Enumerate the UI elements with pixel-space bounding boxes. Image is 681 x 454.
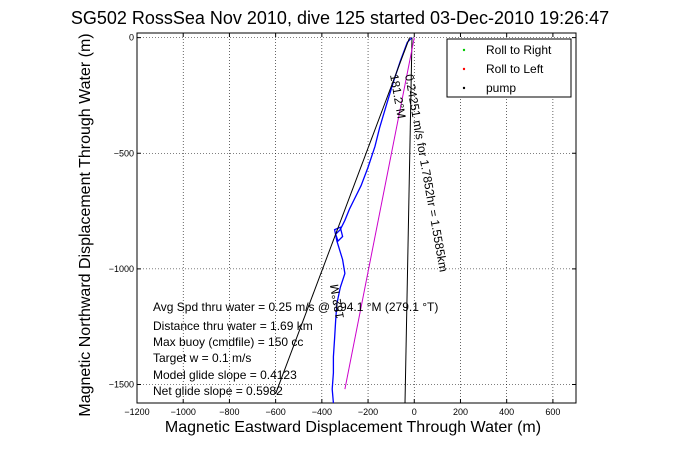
annotation-model-glide: Model glide slope = 0.4123 [153, 368, 297, 382]
x-tick-label: 400 [499, 407, 514, 417]
y-ticks: 0 −500 −1000 −1500 [109, 33, 576, 390]
x-tick-label: −1200 [124, 407, 149, 417]
chart-title: SG502 RossSea Nov 2010, dive 125 started… [71, 8, 609, 28]
series-line-3 [344, 37, 415, 390]
legend: Roll to Right Roll to Left pump [446, 38, 572, 98]
legend-box [446, 38, 572, 98]
annotation-block: Avg Spd thru water = 0.25 m/s @ 194.1 °M… [153, 300, 438, 398]
series-line-0 [331, 37, 413, 404]
annotation-target-w: Target w = 0.1 m/s [153, 351, 251, 365]
series-line-1 [275, 37, 411, 394]
x-tick-label: −600 [265, 407, 285, 417]
x-tick-label: −200 [358, 407, 378, 417]
y-tick-label: −1000 [109, 264, 134, 274]
y-tick-label: 0 [129, 33, 134, 43]
x-axis-label: Magnetic Eastward Displacement Through W… [165, 419, 541, 436]
legend-label-roll-left: Roll to Left [486, 62, 544, 76]
y-tick-label: −500 [114, 148, 134, 158]
x-ticks: −1200 −1000 −800 −600 −400 −200 0 200 400 600 [124, 33, 560, 417]
grid [137, 33, 576, 403]
legend-label-roll-right: Roll to Right [486, 43, 552, 57]
x-tick-label: −1000 [171, 407, 196, 417]
x-tick-label: −400 [312, 407, 332, 417]
legend-marker-roll-left [462, 67, 466, 71]
series-line-2 [404, 37, 413, 404]
y-axis-label: Magnetic Northward Displacement Through … [77, 33, 94, 416]
x-tick-label: −800 [219, 407, 239, 417]
annotation-distance: Distance thru water = 1.69 km [153, 319, 313, 333]
series-group [275, 37, 415, 404]
legend-marker-roll-right [462, 48, 466, 52]
annotation-avg-speed: Avg Spd thru water = 0.25 m/s @ 194.1 °M… [153, 300, 438, 314]
x-tick-label: 600 [545, 407, 560, 417]
annotation-net-glide: Net glide slope = 0.5982 [153, 384, 283, 398]
legend-marker-pump [462, 86, 466, 90]
x-tick-label: 200 [453, 407, 468, 417]
legend-label-pump: pump [486, 81, 516, 95]
annotation-max-buoy: Max buoy (cmdfile) = 150 cc [153, 335, 303, 349]
model-heading-label: 182°M [327, 283, 347, 320]
x-tick-label: 0 [412, 407, 417, 417]
y-tick-label: −1500 [109, 380, 134, 390]
